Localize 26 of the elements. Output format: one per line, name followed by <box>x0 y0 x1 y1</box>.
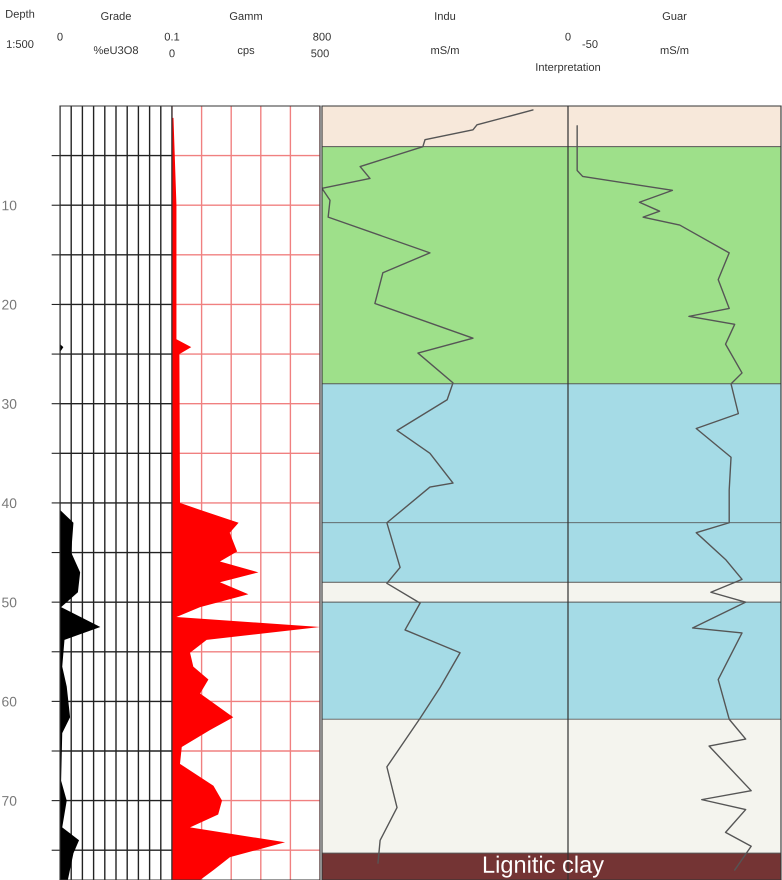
y-tick-label: 70 <box>2 796 16 806</box>
y-tick-label: 30 <box>2 399 16 409</box>
x-axis-title: mS/m <box>431 46 459 54</box>
x-tick-label: 500 <box>311 49 329 58</box>
y-tick-label: 40 <box>2 498 16 508</box>
x-tick-label: 800 <box>313 32 331 41</box>
y-tick-label: 60 <box>2 696 16 707</box>
chart-title: Guar <box>662 12 687 20</box>
x-tick-label: 0 <box>169 49 175 58</box>
chart-title: Grade <box>101 12 131 20</box>
y-axis-title: Depth <box>6 10 34 20</box>
y-tick-label: 50 <box>2 597 16 608</box>
x-axis-title: %eU3O8 <box>94 46 138 54</box>
y-tick-label: 10 <box>2 200 16 210</box>
x-axis-title: cps <box>238 48 254 56</box>
text: 1:500 <box>6 40 34 48</box>
x-tick-label: 0 <box>565 32 571 41</box>
x-tick-label: 0.1 <box>164 32 180 41</box>
chart-title: Gamm <box>230 12 262 20</box>
x-tick-label: 0 <box>57 32 63 41</box>
text: Interpretation <box>536 62 600 74</box>
y-tick-label: 20 <box>2 300 16 310</box>
chart-title: Indu <box>435 12 456 20</box>
text: -50 <box>582 40 598 48</box>
band-label: Lignitic clay <box>484 856 604 878</box>
x-axis-title: mS/m <box>660 46 688 54</box>
